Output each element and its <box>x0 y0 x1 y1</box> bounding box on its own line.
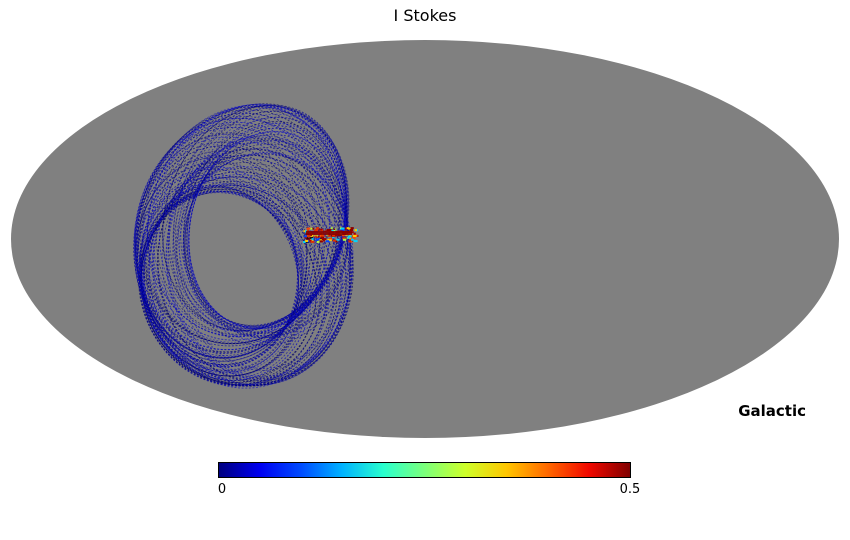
plane-pixel <box>328 235 331 238</box>
plane-pixel <box>325 240 330 243</box>
plane-pixel <box>318 228 323 231</box>
plane-pixel <box>336 238 340 241</box>
plane-pixel <box>331 229 334 232</box>
plane-pixel <box>346 227 349 230</box>
plane-pixel <box>335 240 338 243</box>
plane-pixel <box>332 228 336 231</box>
plane-pixel <box>304 236 308 239</box>
scan-circle <box>137 112 339 345</box>
scan-circle <box>176 153 351 346</box>
plane-pixel <box>319 235 322 238</box>
plane-pixel <box>334 234 338 237</box>
plane-pixel <box>342 237 346 240</box>
plane-pixel <box>353 236 356 239</box>
plane-pixel <box>306 227 311 230</box>
plane-pixel <box>303 230 307 233</box>
colorbar-gradient <box>218 462 631 478</box>
page-title: I Stokes <box>393 6 457 25</box>
plane-pixel <box>305 236 309 239</box>
scan-circle <box>140 185 329 385</box>
plane-pixel <box>310 227 315 230</box>
plane-pixel <box>351 238 354 241</box>
coordinate-system-label: Galactic <box>738 402 806 420</box>
plane-pixel <box>320 235 324 238</box>
plane-pixel <box>330 227 333 230</box>
plane-pixel <box>323 238 327 241</box>
plane-pixel <box>319 239 323 242</box>
scan-circle <box>153 154 352 386</box>
plane-pixel <box>329 237 333 240</box>
plane-pixel <box>310 240 315 243</box>
plane-pixel <box>342 234 345 237</box>
plane-pixel <box>315 238 319 241</box>
plane-pixel <box>309 227 313 230</box>
scan-circle <box>138 184 328 387</box>
scan-circle <box>183 116 346 329</box>
plane-pixel <box>311 238 314 241</box>
plane-pixel <box>348 227 353 230</box>
plane-pixel <box>328 239 332 241</box>
plane-pixel <box>329 228 333 231</box>
scan-circle <box>136 115 337 345</box>
plane-pixel <box>340 227 345 230</box>
plane-pixel <box>306 229 309 232</box>
scan-circle <box>137 166 302 366</box>
scan-circle <box>134 117 335 347</box>
plane-pixel <box>331 236 335 239</box>
plane-pixel <box>353 232 356 235</box>
scan-circle <box>144 176 339 387</box>
plane-pixel <box>349 229 354 231</box>
plane-pixel <box>326 229 331 231</box>
plane-pixel <box>349 234 352 237</box>
plane-pixel <box>342 238 347 241</box>
plane-pixel <box>352 235 357 237</box>
plane-pixel <box>332 234 335 237</box>
scan-circle <box>140 188 323 384</box>
scan-circle <box>135 132 321 353</box>
plane-pixel <box>314 235 318 238</box>
scan-circle <box>186 134 348 334</box>
plane-pixel <box>321 238 325 240</box>
scan-circle <box>146 104 343 341</box>
plane-pixel <box>350 227 354 230</box>
scan-circle <box>141 184 299 373</box>
scan-circle <box>188 127 345 330</box>
plane-pixel <box>323 239 327 242</box>
plane-pixel <box>332 239 336 242</box>
scan-circle <box>182 151 348 339</box>
plane-pixel <box>354 229 357 232</box>
plane-pixel <box>309 236 314 239</box>
plane-pixel <box>339 229 344 232</box>
plane-pixel <box>309 239 312 242</box>
plane-streak-core <box>306 231 352 235</box>
scan-circle <box>178 152 351 342</box>
plane-pixel <box>303 241 306 243</box>
plane-pixel <box>320 236 324 239</box>
plane-pixel <box>319 240 322 243</box>
plane-pixel <box>306 235 311 238</box>
plane-pixel <box>316 240 320 243</box>
plane-pixel <box>305 240 309 242</box>
plane-pixel <box>314 228 319 231</box>
plane-pixel <box>337 234 342 237</box>
scan-circle <box>186 123 346 328</box>
colorbar-tick-min: 0 <box>217 482 227 497</box>
scan-circle <box>188 131 346 333</box>
plane-pixel <box>353 240 358 243</box>
scan-circle <box>136 117 331 351</box>
plane-pixel <box>316 227 319 230</box>
plane-pixel <box>347 235 352 238</box>
plane-pixel <box>348 240 351 243</box>
scan-circle <box>188 130 346 330</box>
scan-circle <box>134 156 308 362</box>
colorbar-tick-max: 0.5 <box>619 482 641 497</box>
plane-pixel <box>317 238 321 241</box>
plane-pixel <box>347 236 350 239</box>
galactic-plane-streak <box>303 227 359 243</box>
plane-pixel <box>304 235 307 238</box>
